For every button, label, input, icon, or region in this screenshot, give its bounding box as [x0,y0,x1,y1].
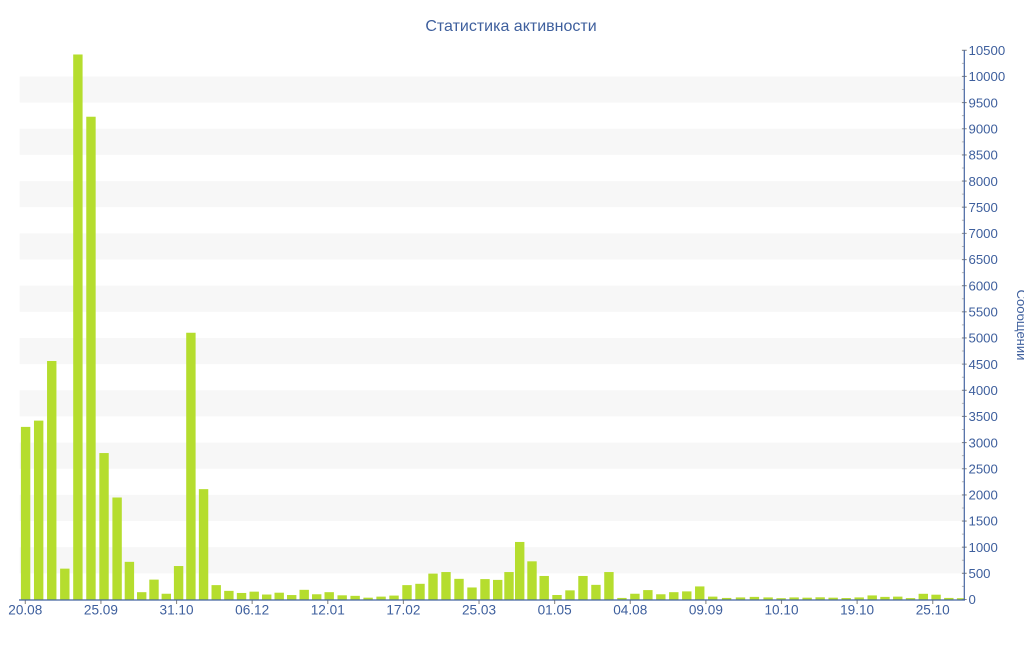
svg-text:9000: 9000 [969,121,998,136]
svg-text:8000: 8000 [969,174,998,189]
svg-text:9500: 9500 [969,95,998,110]
svg-text:6000: 6000 [969,278,998,293]
svg-text:7000: 7000 [969,226,998,241]
svg-text:31.10: 31.10 [160,602,194,617]
svg-text:5500: 5500 [969,305,998,320]
svg-text:25.09: 25.09 [84,602,118,617]
svg-text:25.10: 25.10 [916,602,950,617]
svg-text:2500: 2500 [969,461,998,476]
svg-text:1500: 1500 [969,514,998,529]
svg-text:Сообщений: Сообщений [1014,290,1024,361]
svg-text:1000: 1000 [969,540,998,555]
svg-text:19.10: 19.10 [840,602,874,617]
svg-text:09.09: 09.09 [689,602,723,617]
svg-text:04.08: 04.08 [613,602,647,617]
svg-text:4000: 4000 [969,383,998,398]
svg-text:8500: 8500 [969,148,998,163]
svg-text:0: 0 [969,592,976,607]
svg-text:2000: 2000 [969,488,998,503]
svg-text:12.01: 12.01 [311,602,345,617]
svg-text:7500: 7500 [969,200,998,215]
svg-text:500: 500 [969,566,991,581]
svg-text:06.12: 06.12 [235,602,269,617]
svg-text:20.08: 20.08 [8,602,42,617]
svg-text:Статистика активности: Статистика активности [425,18,596,35]
svg-text:3000: 3000 [969,435,998,450]
svg-text:6500: 6500 [969,252,998,267]
svg-text:10.10: 10.10 [764,602,798,617]
svg-text:3500: 3500 [969,409,998,424]
svg-text:01.05: 01.05 [538,602,572,617]
svg-text:10500: 10500 [969,43,1006,58]
svg-text:25.03: 25.03 [462,602,496,617]
svg-text:10000: 10000 [969,69,1006,84]
svg-text:4500: 4500 [969,357,998,372]
svg-text:5000: 5000 [969,331,998,346]
svg-text:17.02: 17.02 [386,602,420,617]
